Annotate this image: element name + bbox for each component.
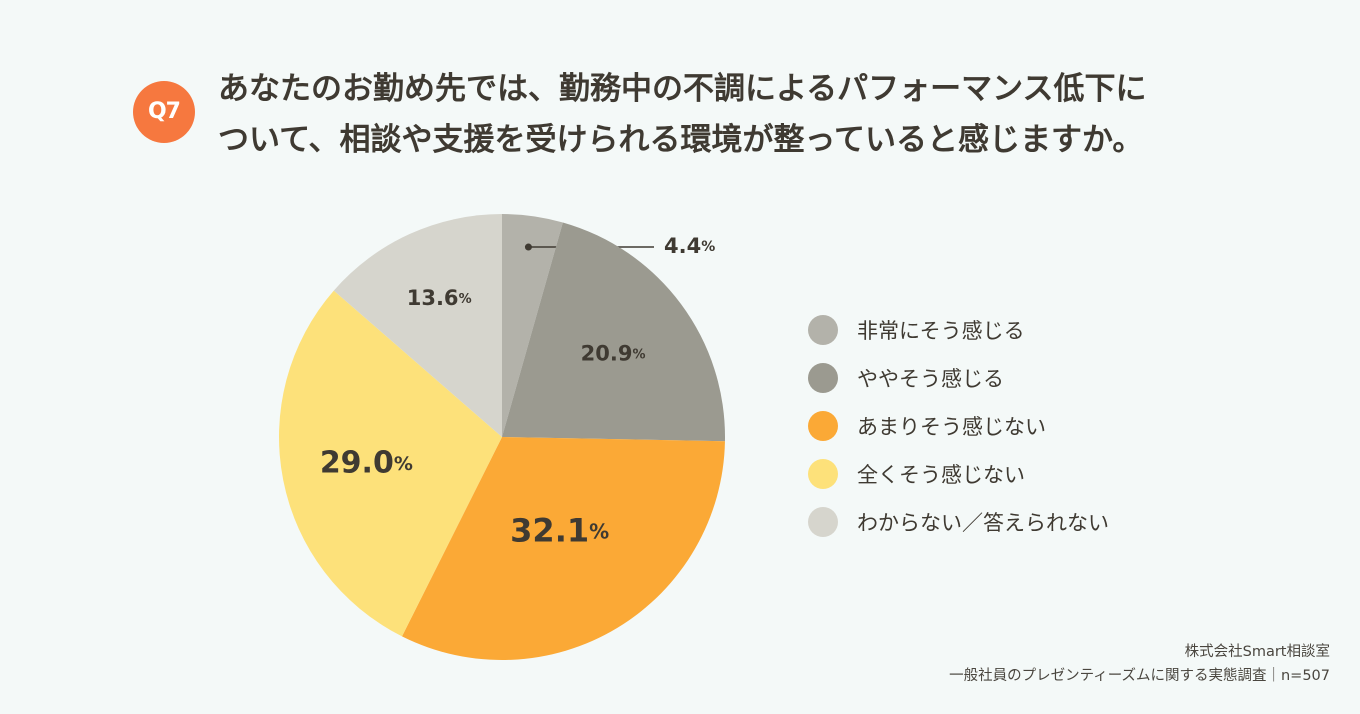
legend-swatch [808,459,838,489]
legend-item: あまりそう感じない [808,402,1109,450]
question-title: あなたのお勤め先では、勤務中の不調によるパフォーマンス低下に ついて、相談や支援… [218,64,1278,166]
legend-swatch [808,507,838,537]
legend-label: ややそう感じる [857,367,1004,391]
legend-item: わからない／答えられない [808,498,1109,546]
question-title-line2: ついて、相談や支援を受けられる環境が整っていると感じますか。 [218,122,1144,158]
question-title-line1: あなたのお勤め先では、勤務中の不調によるパフォーマンス低下に [218,71,1147,107]
pie-slice [502,214,563,437]
leader-dot [524,243,532,251]
legend-swatch [808,411,838,441]
legend-label: 非常にそう感じる [857,319,1025,343]
legend-item: ややそう感じる [808,354,1109,402]
legend-label: 全くそう感じない [857,463,1025,487]
legend-item: 非常にそう感じる [808,306,1109,354]
legend-swatch [808,315,838,345]
legend-item: 全くそう感じない [808,450,1109,498]
credit-company: 株式会社Smart相談室 [1184,644,1330,660]
question-badge: Q7 [133,81,195,143]
slice-label: 4.4% [664,234,715,258]
pie-slice [502,222,725,442]
pie-slice [278,290,502,637]
source-credit: 株式会社Smart相談室 一般社員のプレゼンティーズムに関する実態調査｜n=50… [949,640,1330,688]
pie-slice [333,214,502,437]
legend-label: あまりそう感じない [857,415,1046,439]
pie-slice [402,437,725,661]
credit-survey: 一般社員のプレゼンティーズムに関する実態調査｜n=507 [949,668,1330,684]
legend-swatch [808,363,838,393]
legend-label: わからない／答えられない [857,511,1109,535]
legend: 非常にそう感じる ややそう感じる あまりそう感じない 全くそう感じない わからな… [808,306,1109,546]
